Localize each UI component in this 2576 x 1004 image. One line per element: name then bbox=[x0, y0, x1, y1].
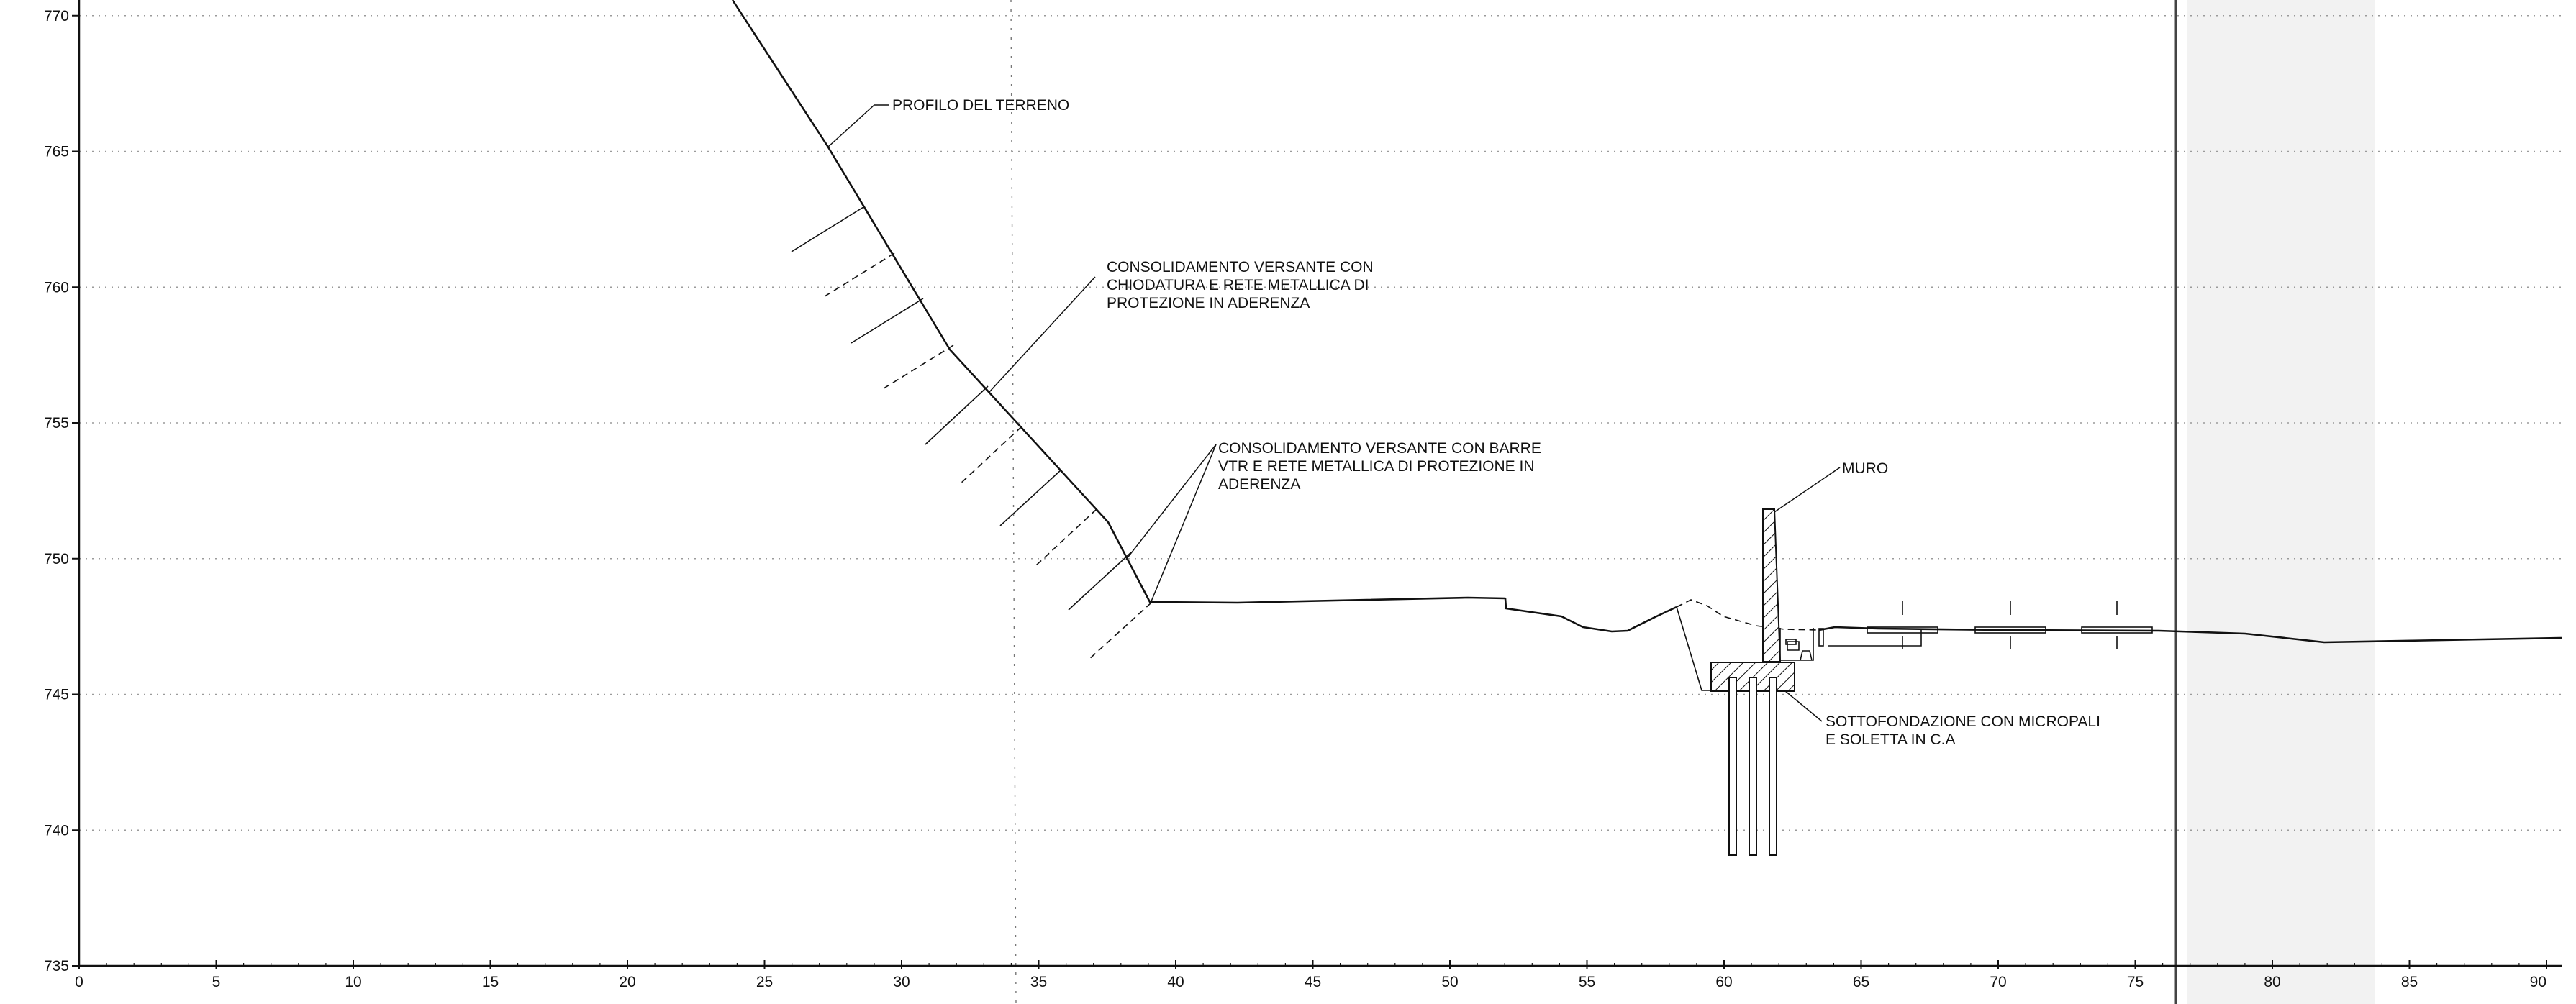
x-tick-label: 60 bbox=[1715, 974, 1732, 990]
x-tick-label: 0 bbox=[75, 974, 83, 990]
x-tick-label: 5 bbox=[212, 974, 221, 990]
annotation-leaders bbox=[827, 104, 1841, 722]
wall-crest-detail bbox=[1779, 628, 1824, 661]
ground-profile-line bbox=[731, 0, 1677, 633]
x-tick-label: 50 bbox=[1441, 974, 1458, 990]
x-tick-label: 20 bbox=[619, 974, 635, 990]
soil-nails bbox=[791, 206, 1152, 661]
x-tick-label: 25 bbox=[756, 974, 773, 990]
road-surface-line bbox=[1818, 626, 2562, 644]
x-tick-label: 55 bbox=[1579, 974, 1595, 990]
annotation-muro: MURO bbox=[1842, 460, 1888, 477]
y-tick-label: 760 bbox=[44, 279, 69, 296]
annotation-chiodatura: CONSOLIDAMENTO VERSANTE CON CHIODATURA E… bbox=[1107, 259, 1378, 311]
x-tick-label: 85 bbox=[2401, 974, 2418, 990]
micropile bbox=[1728, 677, 1737, 856]
x-tick-label: 80 bbox=[2264, 974, 2280, 990]
micropile bbox=[1769, 677, 1777, 856]
y-tick-label: 740 bbox=[44, 822, 69, 839]
x-axis-ticks: 0 5 10 15 20 25 30 35 40 45 50 55 60 65 70 75 80 85 90 bbox=[75, 960, 2547, 990]
x-tick-label: 15 bbox=[482, 974, 499, 990]
x-tick-label: 35 bbox=[1030, 974, 1047, 990]
y-tick-label: 745 bbox=[44, 687, 69, 703]
paper-crease bbox=[1010, 0, 1017, 1004]
annotation-labels: PROFILO DEL TERRENO CONSOLIDAMENTO VERSA… bbox=[892, 97, 2105, 748]
excavation-outline bbox=[1676, 606, 1711, 691]
scan-shadow bbox=[2187, 0, 2375, 1004]
original-ground-dashed bbox=[1676, 599, 1820, 631]
y-tick-label: 750 bbox=[44, 551, 69, 567]
y-axis-ticks: 770 765 760 755 750 745 740 735 bbox=[44, 8, 79, 975]
annotation-profilo-terreno: PROFILO DEL TERRENO bbox=[892, 97, 1069, 114]
y-tick-label: 770 bbox=[44, 8, 69, 24]
y-tick-label: 755 bbox=[44, 415, 69, 432]
x-tick-label: 75 bbox=[2127, 974, 2144, 990]
x-tick-label: 30 bbox=[893, 974, 910, 990]
micropile bbox=[1749, 677, 1757, 856]
y-tick-label: 765 bbox=[44, 144, 69, 160]
annotation-sottofondazione: SOTTOFONDAZIONE CON MICROPALI E SOLETTA … bbox=[1826, 713, 2105, 748]
x-tick-label: 40 bbox=[1167, 974, 1184, 990]
road-base-line bbox=[1828, 630, 1922, 647]
x-tick-label: 90 bbox=[2530, 974, 2546, 990]
annotation-barre-vtr: CONSOLIDAMENTO VERSANTE CON BARRE VTR E … bbox=[1218, 440, 1546, 493]
x-tick-label: 45 bbox=[1305, 974, 1321, 990]
road-section-markers bbox=[1867, 601, 2153, 649]
retaining-wall bbox=[1762, 508, 1782, 662]
y-tick-label: 735 bbox=[44, 958, 69, 975]
x-tick-label: 10 bbox=[345, 974, 361, 990]
x-tick-label: 70 bbox=[1990, 974, 2006, 990]
x-tick-label: 65 bbox=[1853, 974, 1869, 990]
micropiles bbox=[1728, 677, 1777, 856]
